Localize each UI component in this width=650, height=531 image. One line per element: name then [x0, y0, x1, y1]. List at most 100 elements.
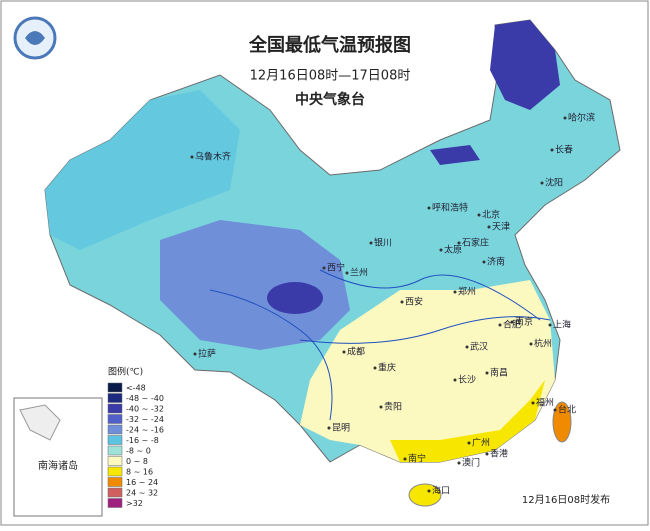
city-label: 沈阳 — [545, 177, 563, 189]
subtitle: 12月16日08时—17日08时 — [250, 69, 411, 84]
city-label: 长沙 — [458, 374, 476, 386]
city-dot — [550, 148, 554, 152]
city-label: 北京 — [482, 209, 500, 221]
legend-label: -16 ~ -8 — [126, 436, 159, 445]
city-label: 重庆 — [378, 362, 396, 374]
city-label: 南昌 — [490, 367, 508, 379]
city-label: 台北 — [558, 404, 576, 416]
city-label: 成都 — [347, 346, 365, 358]
city-label: 合肥 — [503, 319, 521, 331]
legend-label: -24 ~ -16 — [126, 426, 164, 435]
river — [299, 316, 551, 344]
city-label: 乌鲁木齐 — [195, 151, 231, 163]
legend-swatch — [107, 424, 123, 435]
city-label: 兰州 — [350, 267, 368, 279]
city-dot — [327, 426, 331, 430]
city-dot — [439, 248, 443, 252]
city-dot — [498, 323, 502, 327]
legend-label: 24 ~ 32 — [126, 489, 158, 498]
legend-swatch — [107, 435, 123, 445]
city-label: 西宁 — [327, 262, 345, 274]
legend-swatch — [107, 445, 123, 456]
city-dot — [563, 116, 567, 120]
legend-swatch — [107, 393, 123, 403]
city-label: 郑州 — [458, 286, 476, 298]
city-label: 哈尔滨 — [568, 112, 595, 124]
legend-label: 8 ~ 16 — [126, 468, 153, 477]
city-label: 太原 — [444, 244, 462, 256]
taiwan — [552, 401, 572, 443]
city-label: 石家庄 — [462, 237, 489, 249]
city-label: 上海 — [553, 319, 571, 331]
inset-label: 南海诸岛 — [38, 459, 78, 472]
city-label: 澳门 — [462, 457, 480, 469]
region-south-coast — [390, 380, 545, 462]
city-label: 海口 — [432, 485, 450, 497]
region-south — [300, 280, 555, 462]
region-plateau — [160, 220, 350, 350]
legend: 图例(℃) <-48-48 ~ -40 -40 ~ -32-32 ~ -24 -24… — [107, 366, 164, 508]
city-dot — [485, 452, 489, 456]
region-northeast-cold — [490, 20, 560, 110]
city-label: 银川 — [374, 237, 392, 249]
logo-mark — [25, 31, 45, 45]
legend-label: -48 ~ -40 — [126, 394, 164, 403]
city-dot — [190, 155, 194, 159]
legend-label: -8 ~ 0 — [126, 447, 151, 456]
city-dot — [369, 241, 373, 245]
issuer: 中央气象台 — [295, 91, 365, 108]
city-dot — [531, 401, 535, 405]
legend-swatch — [107, 477, 123, 487]
legend-label: >32 — [126, 499, 143, 508]
legend-swatch — [107, 403, 123, 414]
city-label: 济南 — [487, 256, 505, 268]
city-label: 西安 — [405, 296, 423, 308]
legend-title: 图例(℃) — [108, 366, 143, 378]
legend-swatch — [107, 414, 123, 424]
city-label: 贵阳 — [384, 401, 402, 413]
city-dot — [465, 345, 469, 349]
river — [319, 269, 541, 321]
inset-land — [19, 404, 61, 441]
city-label: 香港 — [490, 448, 508, 460]
city-dot — [485, 371, 489, 375]
city-dot — [453, 290, 457, 294]
legend-swatch — [107, 466, 123, 477]
city-dot — [379, 405, 383, 409]
city-dot — [400, 300, 404, 304]
city-label: 南京 — [515, 316, 533, 328]
region-cold-core — [267, 282, 323, 314]
region-northwest — [45, 90, 240, 250]
legend-swatch — [107, 382, 123, 393]
city-dot — [342, 350, 346, 354]
city-dot — [427, 489, 431, 493]
legend-swatch — [107, 487, 123, 498]
city-label: 长春 — [555, 144, 573, 156]
hainan — [408, 483, 442, 507]
city-dot — [453, 378, 457, 382]
city-label: 呼和浩特 — [432, 202, 468, 214]
legend-swatch — [107, 456, 123, 466]
city-dot — [193, 352, 197, 356]
city-dot — [373, 366, 377, 370]
city-dot — [548, 323, 552, 327]
region-northeast-cold-2 — [430, 145, 480, 165]
city-dot — [510, 320, 514, 324]
city-label: 广州 — [472, 437, 490, 449]
city-dot — [482, 260, 486, 264]
city-dot — [322, 266, 326, 270]
city-dot — [477, 213, 481, 217]
city-label: 武汉 — [470, 341, 488, 353]
city-label: 杭州 — [534, 338, 552, 350]
city-dot — [403, 457, 407, 461]
legend-label: -40 ~ -32 — [126, 405, 164, 414]
city-label: 昆明 — [332, 423, 350, 434]
title: 全国最低气温预报图 — [248, 34, 411, 56]
city-dot — [487, 225, 491, 229]
city-dot — [457, 461, 461, 465]
city-dot — [427, 206, 431, 210]
city-dot — [467, 441, 471, 445]
legend-label: <-48 — [126, 384, 146, 393]
legend-label: 16 ~ 24 — [126, 478, 158, 487]
